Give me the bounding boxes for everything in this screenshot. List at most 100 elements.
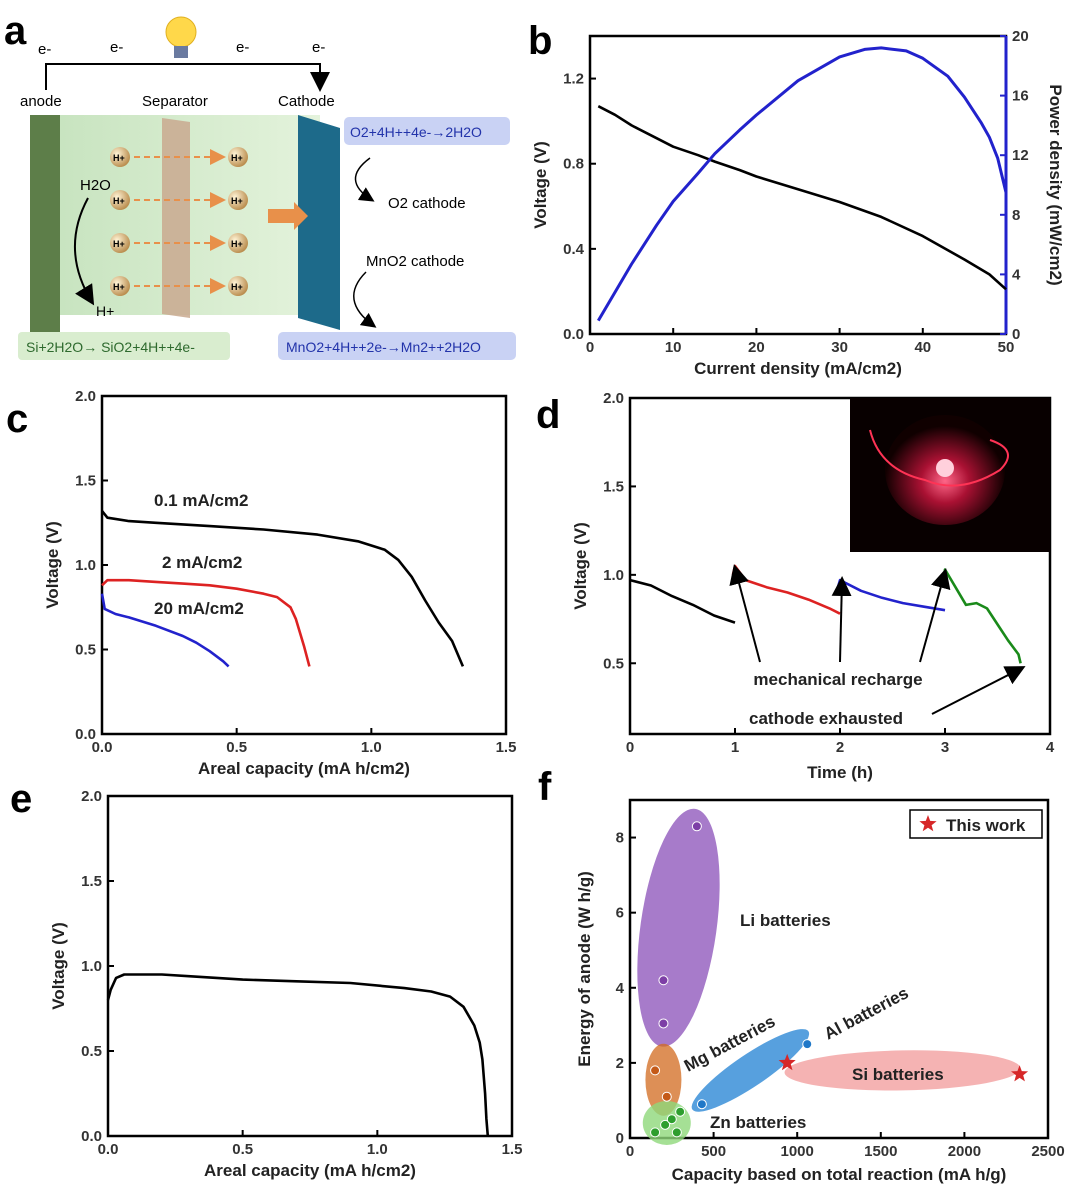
x-tick-label: 2000 [948,1143,981,1160]
x-axis-label: Current density (mA/cm2) [694,359,902,378]
y-tick-label: 0 [616,1130,624,1147]
svg-text:H+: H+ [231,196,243,206]
y2-tick-label: 20 [1012,28,1029,45]
y-tick-label: 0.8 [563,156,584,173]
y-axis-label: Voltage (V) [571,522,590,610]
anode-label: anode [20,93,62,110]
y-tick-label: 0.4 [563,241,585,258]
svg-text:H+: H+ [231,153,243,163]
this-work-star [778,1053,796,1071]
annotation-recharge: mechanical recharge [753,670,922,689]
legend-label: This work [946,816,1026,835]
x-tick-label: 1.5 [496,739,517,756]
power-density-curve [597,46,1008,322]
y2-tick-label: 4 [1012,266,1021,283]
x-tick-label: 50 [998,339,1015,356]
data-point [661,1091,672,1102]
this-work-star [1011,1065,1029,1082]
electron-label: e- [236,39,249,56]
data-point [658,975,669,986]
y2-axis-label: Power density (mW/cm2) [1046,84,1065,285]
voltage-segment [836,578,946,612]
separator-label: Separator [142,93,208,110]
x-tick-label: 0 [626,1143,634,1160]
y-tick-label: 2.0 [603,390,624,407]
y-tick-label: 4 [616,980,625,997]
data-point [802,1039,813,1050]
y2-tick-label: 12 [1012,147,1029,164]
panel-label-d: d [536,393,560,437]
y-axis-label: Voltage (V) [531,141,550,229]
data-point [650,1065,661,1076]
y-axis-label: Voltage (V) [43,521,62,609]
data-point [666,1114,677,1125]
x-tick-label: 10 [665,339,682,356]
group-label: Al batteries [821,983,912,1043]
group-label: Li batteries [740,911,831,930]
cathode-label: Cathode [278,93,335,110]
x-tick-label: 1.5 [502,1141,523,1158]
x-tick-label: 1.0 [367,1141,388,1158]
plot-frame [628,798,1050,1140]
panel-label-f: f [538,765,552,809]
y-tick-label: 0.5 [81,1043,102,1060]
voltage-segment [941,568,1022,664]
mno2-reaction-text: MnO2+4H++2e-→Mn2++2H2O [286,339,481,355]
series-label: 0.1 mA/cm2 [154,491,249,510]
y2-tick-label: 8 [1012,207,1020,224]
data-point [650,1127,661,1138]
x-tick-label: 500 [701,1143,726,1160]
series-label: 20 mA/cm2 [154,599,244,618]
y-tick-label: 1.5 [81,873,102,890]
annotation-arrow [831,576,852,663]
svg-text:H+: H+ [113,153,125,163]
y-tick-label: 0.0 [81,1128,102,1145]
x-tick-label: 3 [941,739,949,756]
svg-text:H+: H+ [231,239,243,249]
panel-a: a e- e- e- e- anode Separator Cathode [4,9,516,360]
led-wire [869,429,1009,487]
annotation-arrow [729,564,761,663]
y-tick-label: 8 [616,830,624,847]
y2-tick-label: 0 [1012,326,1020,343]
legend-star [919,815,937,832]
x-tick-label: 0 [626,739,634,756]
anode-reaction-box [18,332,230,360]
x-tick-label: 30 [831,339,848,356]
data-point [660,1119,671,1130]
o2-cathode-label: O2 cathode [388,195,466,212]
mno2-reaction-box [278,332,516,360]
mg-region [645,1043,682,1116]
x-tick-label: 20 [748,339,765,356]
group-label: Zn batteries [710,1113,806,1132]
x-tick-label: 0.0 [98,1141,119,1158]
x-axis-label: Time (h) [807,763,873,782]
water-oxidation-arrow [73,197,95,306]
data-point [675,1106,686,1117]
light-bulb-icon [165,16,197,58]
chart-d: 0 1 2 3 4 0.5 1.0 1.5 2.0 Time (h) Voltage (V) mech… [571,390,1055,782]
y-tick-label: 1.5 [75,473,96,490]
x-tick-label: 0 [586,339,594,356]
x-tick-label: 1.0 [361,739,382,756]
x-tick-label: 1 [731,739,739,756]
y-tick-label: 1.0 [81,958,102,975]
x-axis-label: Capacity based on total reaction (mA h/g… [672,1165,1007,1184]
x-axis-label: Areal capacity (mA h/cm2) [198,759,410,778]
x-tick-label: 0.5 [232,1141,253,1158]
discharge-curve [100,593,230,668]
y-tick-label: 1.0 [603,567,624,584]
group-label: Si batteries [852,1065,944,1084]
voltage-segment [731,564,841,615]
y-axis-label: Energy of anode (W h/g) [575,871,594,1067]
y-tick-label: 0.0 [75,726,96,743]
legend-box [909,809,1043,839]
y2-tick-label: 16 [1012,88,1029,105]
data-point [671,1127,682,1138]
x-axis-label: Areal capacity (mA h/cm2) [204,1161,416,1180]
y-tick-label: 1.2 [563,71,584,88]
panel-label-a: a [4,9,27,53]
panel-label-e: e [10,777,32,821]
al-region [691,1029,810,1112]
